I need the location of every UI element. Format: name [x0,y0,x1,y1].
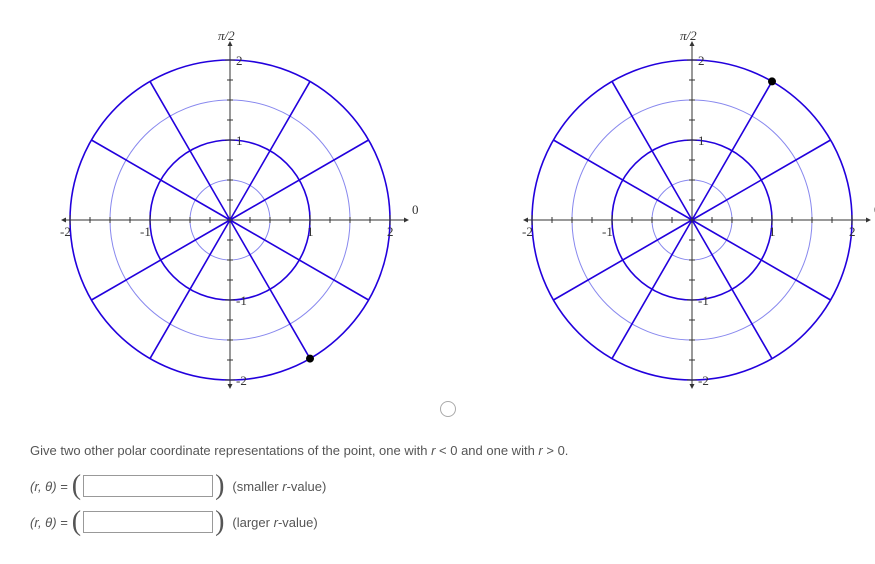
svg-text:2: 2 [698,53,705,68]
svg-text:-2: -2 [236,373,247,388]
paren-open-1: ( [72,472,81,500]
answer-row-2: (r, θ) = ( ) (larger r-value) [30,508,845,536]
answer-prefix-1: (r, θ) = [30,479,68,494]
svg-text:2: 2 [849,224,856,239]
svg-text:-2: -2 [698,373,709,388]
option-a[interactable]: 1 1 2 2 -1 -1 -2 -2 π/2 0 [30,20,462,423]
paren-open-2: ( [72,508,81,536]
svg-text:π/2: π/2 [218,28,235,43]
svg-text:1: 1 [769,224,776,239]
question-text: Give two other polar coordinate represen… [30,443,845,458]
svg-text:-1: -1 [140,224,151,239]
svg-text:1: 1 [698,133,705,148]
svg-text:0: 0 [412,202,419,217]
radio-a[interactable] [440,401,456,417]
svg-text:-1: -1 [602,224,613,239]
paren-close-2: ) [215,508,224,536]
charts-row: 1 1 2 2 -1 -1 -2 -2 π/2 0 1 1 2 2 -1 -1 -2 -2 π/2 0 [30,20,845,423]
svg-text:-2: -2 [60,224,71,239]
svg-text:2: 2 [387,224,394,239]
svg-text:2: 2 [236,53,243,68]
polar-chart-1: 1 1 2 2 -1 -1 -2 -2 π/2 0 [30,20,440,423]
hint-larger-r: (larger r-value) [232,515,317,530]
option-b[interactable]: 1122-1-1-2-2π/20 [492,20,875,423]
svg-text:-1: -1 [236,293,247,308]
paren-close-1: ) [215,472,224,500]
hint-smaller-r: (smaller r-value) [232,479,326,494]
svg-text:-2: -2 [522,224,533,239]
svg-text:-1: -1 [698,293,709,308]
answer-prefix-2: (r, θ) = [30,515,68,530]
svg-text:1: 1 [307,224,314,239]
answer-row-1: (r, θ) = ( ) (smaller r-value) [30,472,845,500]
polar-chart-2: 1122-1-1-2-2π/20 [492,20,875,423]
svg-text:1: 1 [236,133,243,148]
answer-input-smaller-r[interactable] [83,475,213,497]
svg-text:π/2: π/2 [680,28,697,43]
answer-input-larger-r[interactable] [83,511,213,533]
